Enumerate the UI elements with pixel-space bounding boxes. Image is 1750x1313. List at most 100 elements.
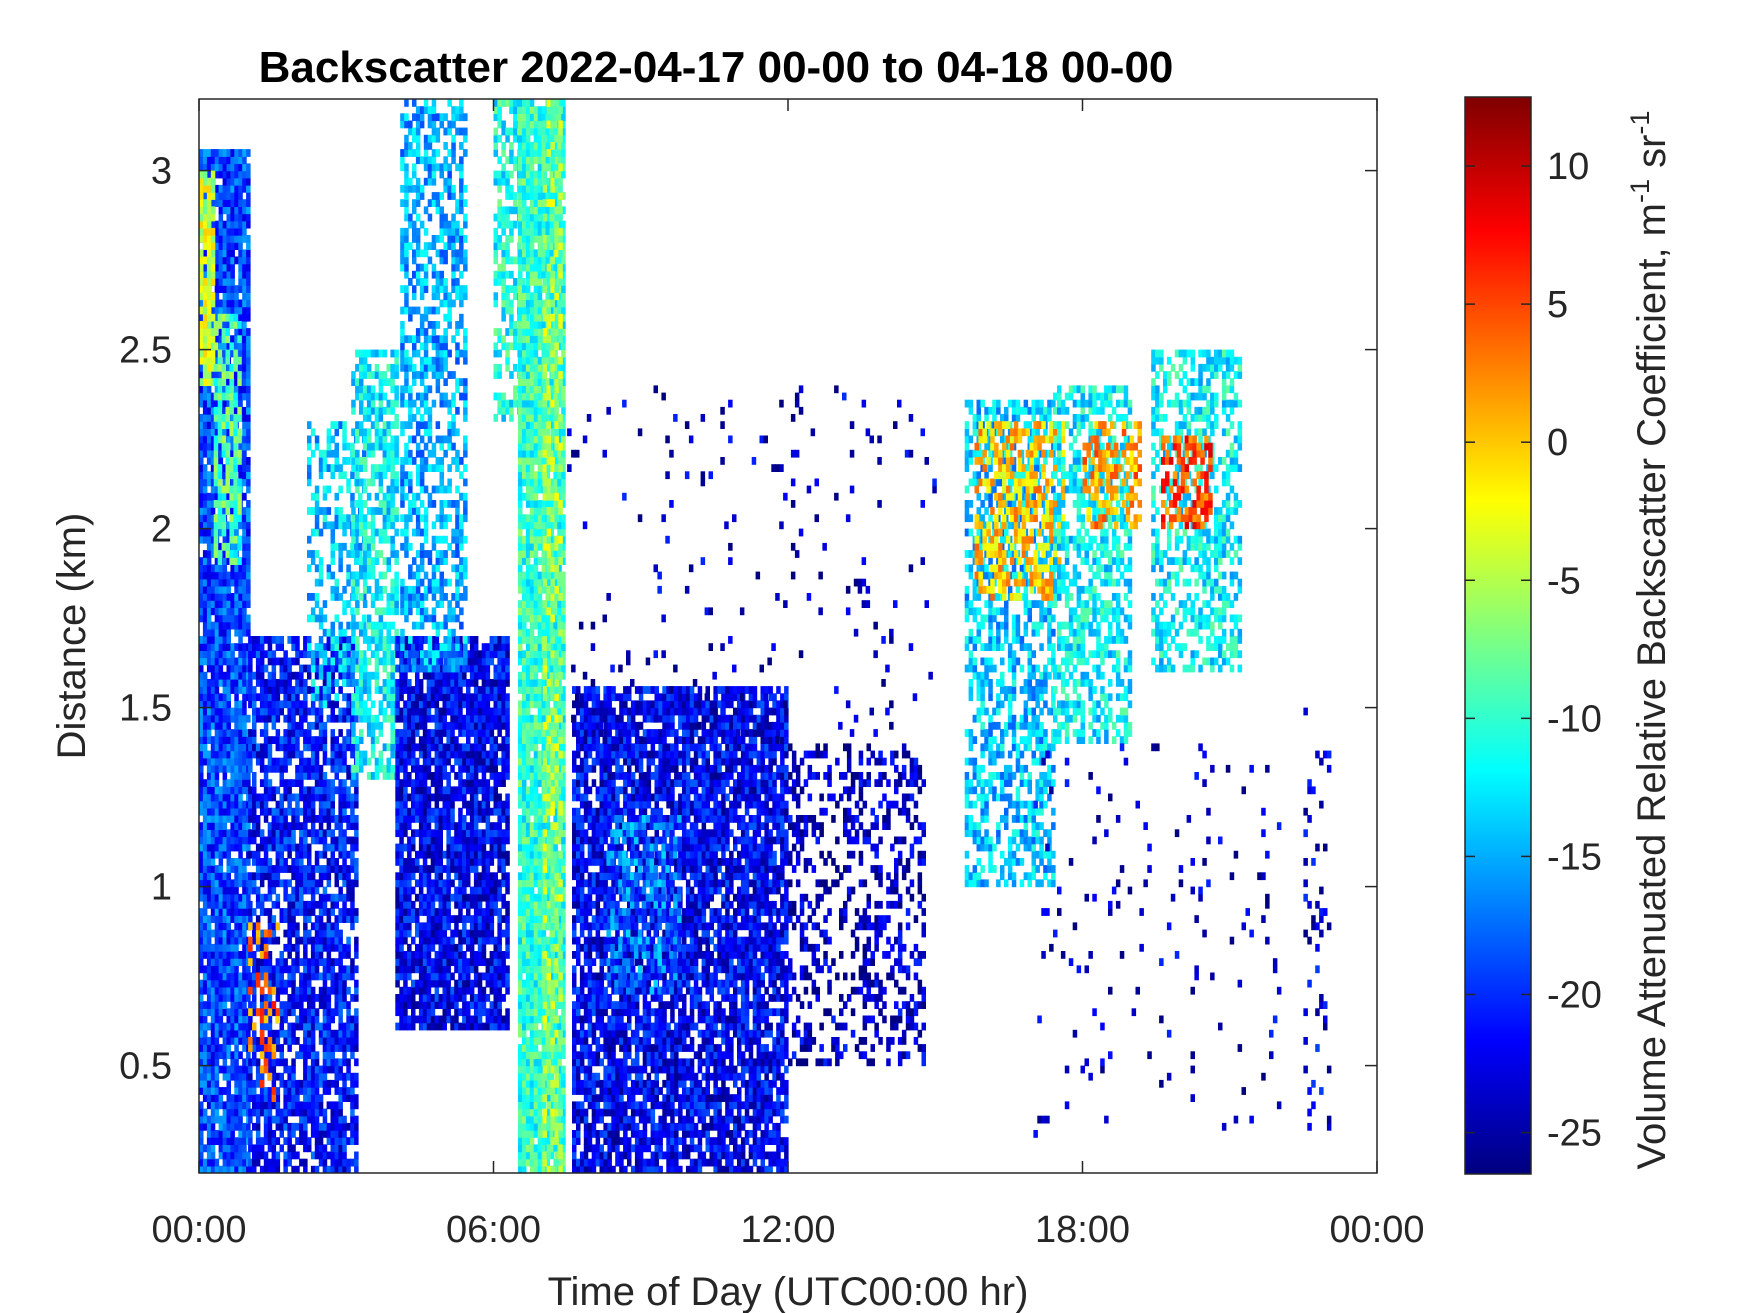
heatmap-cell (318, 607, 324, 616)
heatmap-cell (386, 507, 391, 515)
heatmap-cell (342, 428, 347, 437)
heatmap-cell (430, 700, 436, 709)
heatmap-cell (334, 915, 339, 923)
heatmap-cell (395, 757, 400, 766)
heatmap-cell (346, 621, 351, 630)
heatmap-cell (355, 392, 360, 401)
heatmap-cell (307, 636, 312, 644)
heatmap-cell (442, 943, 447, 952)
heatmap-cell (218, 184, 224, 193)
heatmap-cell (314, 707, 320, 716)
heatmap-cell (275, 1008, 281, 1017)
heatmap-cell (370, 628, 376, 637)
heatmap-cell (430, 958, 436, 966)
heatmap-cell (434, 929, 440, 938)
heatmap-cell (202, 886, 208, 895)
heatmap-cell (225, 471, 230, 480)
heatmap-cell (255, 972, 261, 981)
heatmap-cell (342, 1115, 347, 1124)
heatmap-cell (226, 994, 231, 1002)
heatmap-cell (303, 843, 308, 852)
heatmap-cell (299, 1079, 304, 1088)
heatmap-cell (242, 1079, 247, 1088)
heatmap-cell (322, 1015, 328, 1024)
heatmap-cell (366, 671, 372, 680)
heatmap-cell (314, 664, 320, 673)
heatmap-cell (307, 1044, 312, 1052)
heatmap-cell (226, 929, 231, 938)
heatmap-cell (210, 807, 216, 816)
heatmap-cell (202, 879, 208, 888)
heatmap-cell (202, 657, 208, 666)
heatmap-cell (218, 879, 224, 888)
heatmap-cell (370, 772, 376, 780)
heatmap-cell (446, 908, 451, 916)
heatmap-cell (199, 693, 204, 702)
heatmap-cell (394, 607, 399, 616)
heatmap-cell (295, 858, 300, 866)
heatmap-cell (206, 199, 212, 207)
heatmap-cell (238, 1130, 243, 1138)
heatmap-cell (221, 313, 227, 322)
heatmap-cell (214, 714, 220, 723)
heatmap-cell (382, 457, 388, 465)
heatmap-cell (210, 363, 216, 372)
heatmap-cell (283, 858, 288, 866)
heatmap-cell (199, 1065, 204, 1074)
heatmap-cell (330, 1079, 335, 1088)
heatmap-cell (214, 242, 220, 250)
heatmap-cell (394, 507, 399, 515)
heatmap-cell (434, 693, 440, 702)
heatmap-cell (206, 313, 212, 322)
heatmap-cell (318, 700, 324, 709)
heatmap-cell (230, 220, 235, 229)
heatmap-cell (390, 457, 395, 465)
heatmap-cell (395, 951, 400, 959)
heatmap-cell (299, 900, 304, 909)
heatmap-cell (210, 278, 216, 286)
heatmap-cell (238, 807, 243, 816)
heatmap-cell (359, 514, 364, 523)
heatmap-cell (295, 793, 300, 802)
heatmap-cell (395, 807, 400, 816)
heatmap-cell (307, 1094, 312, 1102)
heatmap-cell (238, 893, 243, 902)
heatmap-cell (330, 743, 335, 752)
heatmap-cell (395, 893, 400, 902)
heatmap-cell (199, 278, 204, 286)
heatmap-cell (395, 994, 400, 1002)
heatmap-cell (355, 600, 360, 608)
heatmap-cell (338, 1072, 343, 1081)
heatmap-cell (338, 593, 343, 601)
heatmap-cell (226, 965, 231, 974)
heatmap-cell (226, 292, 231, 301)
heatmap-cell (210, 1015, 216, 1024)
heatmap-cell (202, 621, 208, 630)
heatmap-cell (230, 707, 235, 716)
heatmap-cell (226, 636, 231, 644)
heatmap-cell (346, 822, 351, 830)
heatmap-cell (242, 256, 247, 265)
heatmap-cell (307, 900, 312, 909)
heatmap-cell (233, 349, 238, 358)
heatmap-cell (450, 1022, 455, 1031)
heatmap-cell (218, 170, 224, 179)
heatmap-cell (426, 743, 432, 752)
heatmap-cell (230, 1122, 235, 1131)
heatmap-cell (446, 843, 451, 852)
heatmap-cell (438, 657, 443, 666)
heatmap-cell (218, 449, 224, 458)
heatmap-cell (411, 643, 416, 651)
heatmap-cell (226, 521, 231, 530)
heatmap-cell (210, 292, 216, 301)
heatmap-cell (394, 578, 399, 587)
heatmap-cell (334, 1144, 339, 1153)
heatmap-cell (199, 872, 204, 881)
heatmap-cell (354, 843, 359, 852)
heatmap-cell (279, 965, 284, 974)
heatmap-cell (426, 1001, 432, 1009)
heatmap-cell (234, 206, 239, 215)
heatmap-cell (206, 729, 212, 737)
heatmap-cell (299, 807, 304, 816)
heatmap-cell (199, 915, 204, 923)
